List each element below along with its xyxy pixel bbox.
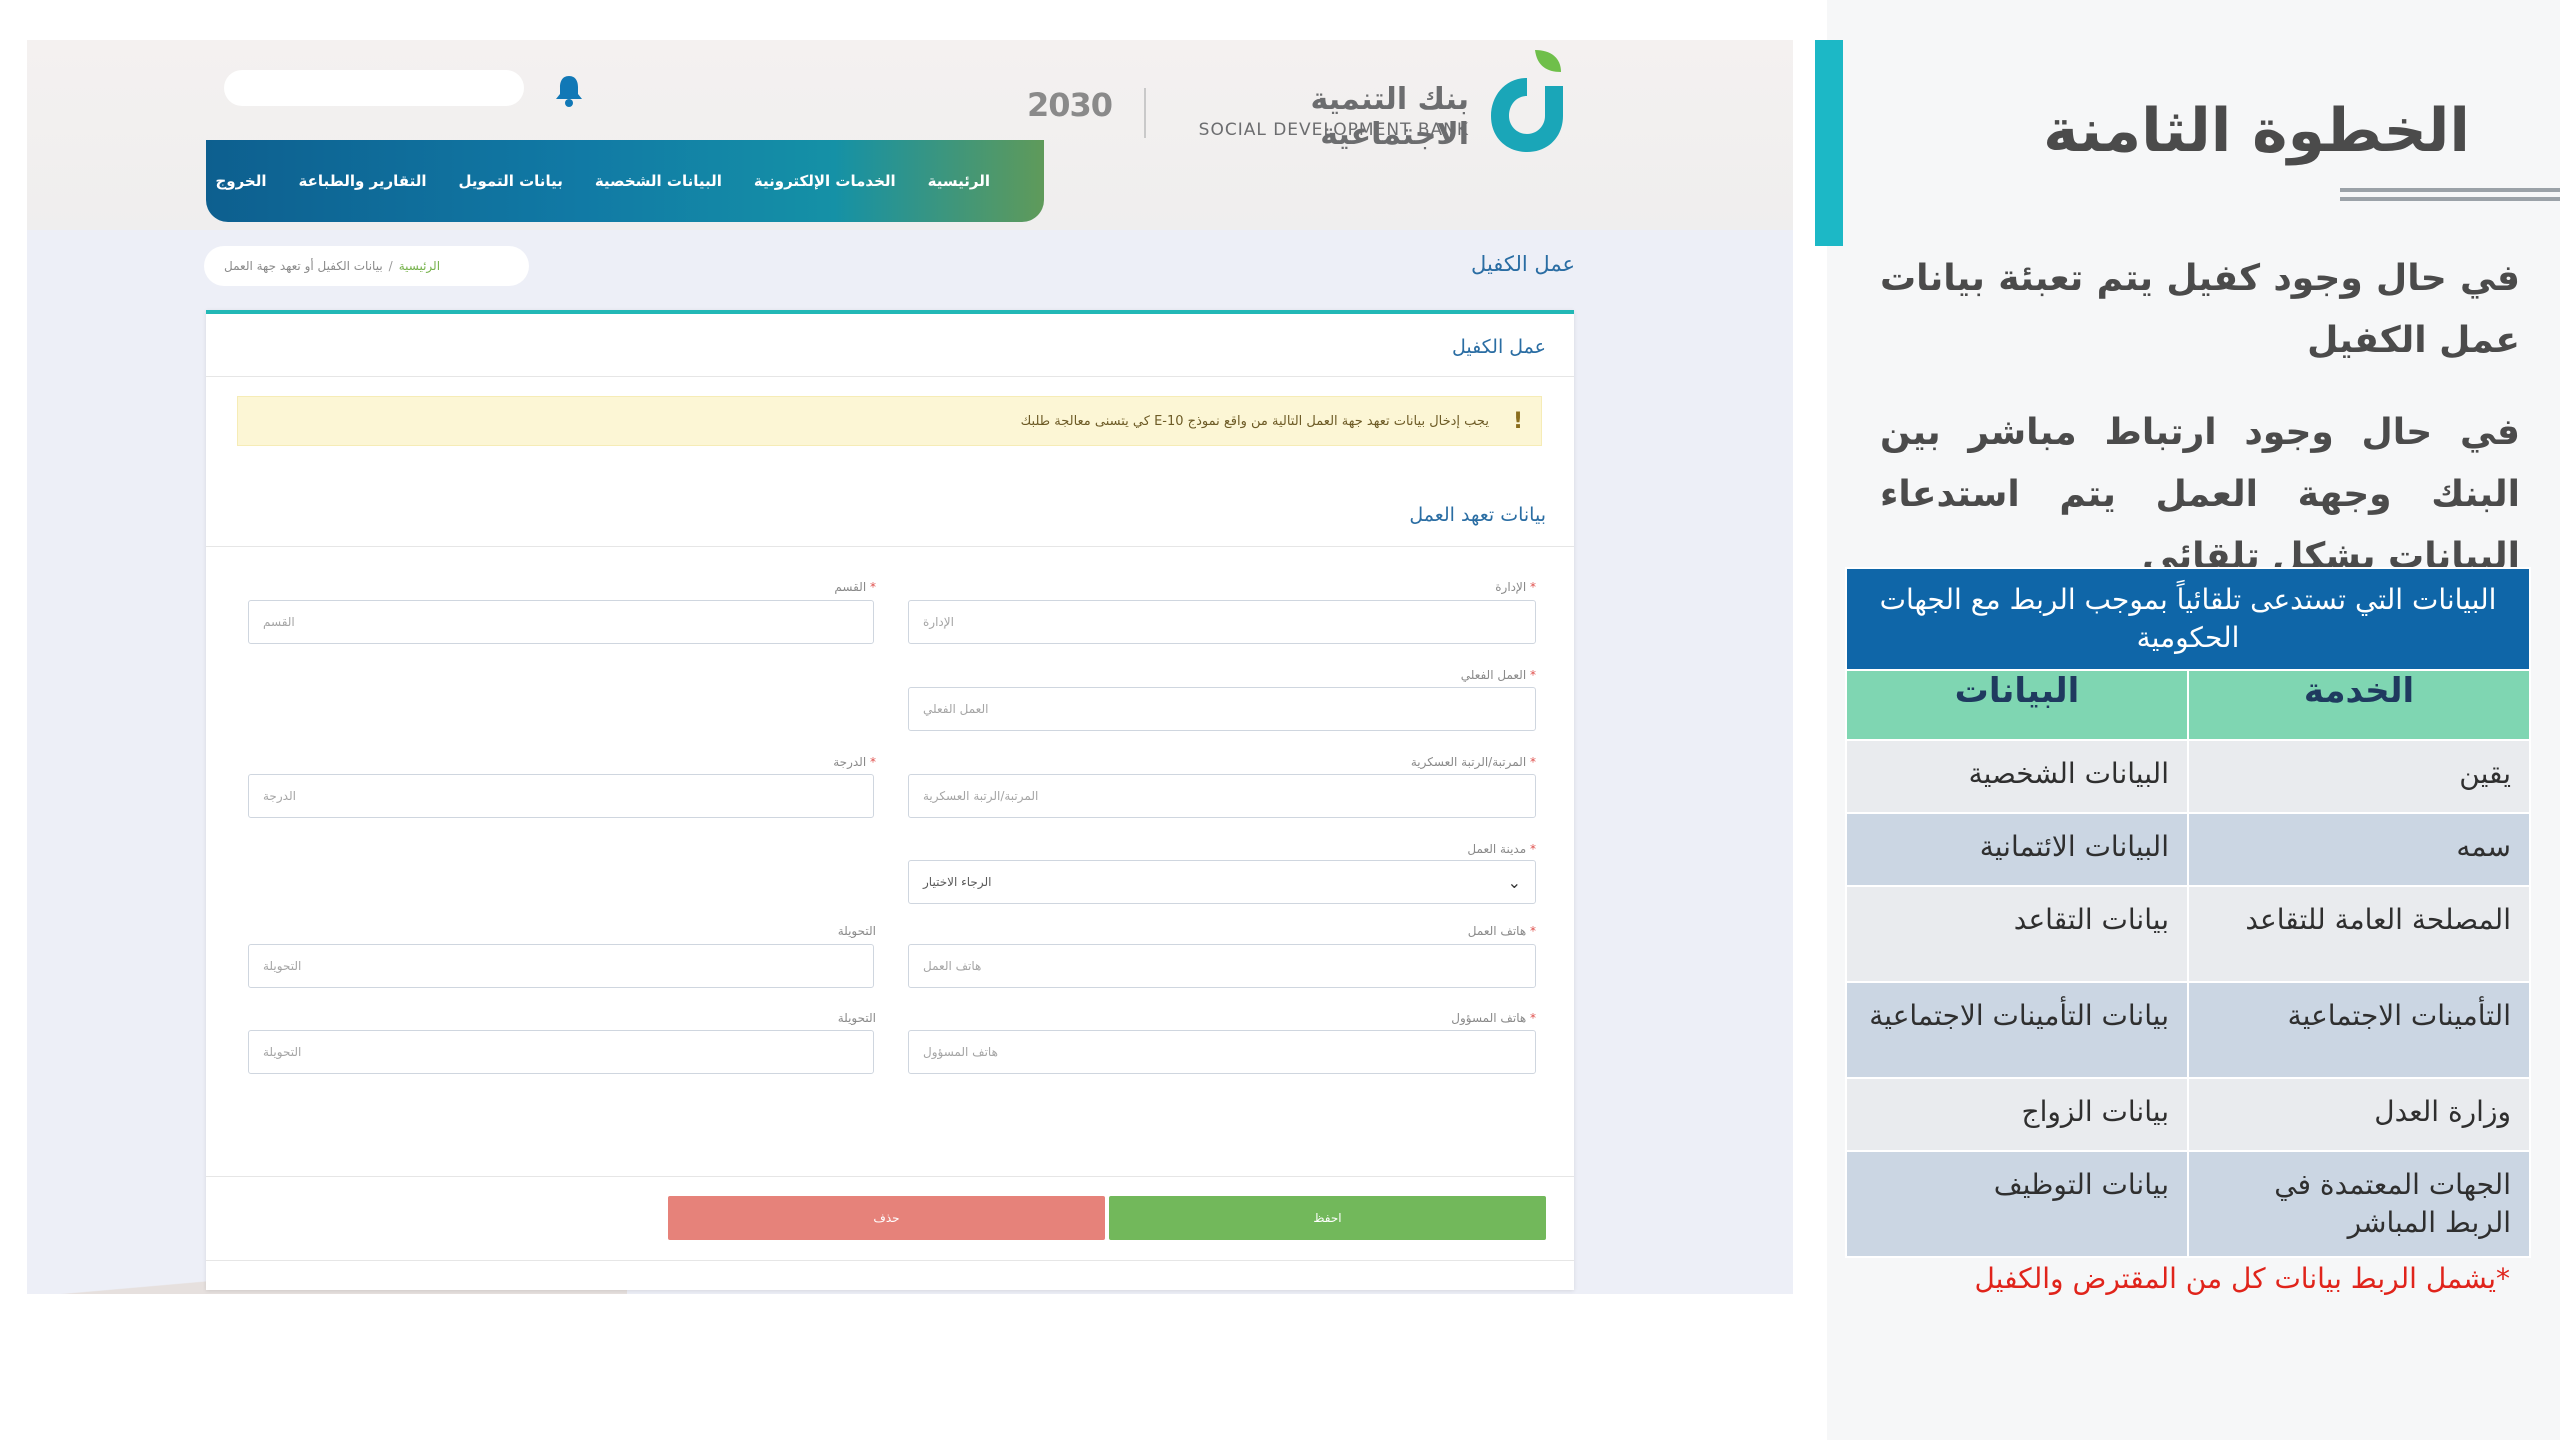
save-button[interactable]: احفظ: [1109, 1196, 1546, 1240]
nav-home[interactable]: الرئيسية: [927, 172, 990, 190]
column-header-service: الخدمة: [2187, 669, 2531, 741]
manager-phone-label: * هاتف المسؤول: [1451, 1011, 1536, 1025]
paragraph-auto-fetch: في حال وجود ارتباط مباشر بين البنك وجهة …: [1880, 412, 2520, 577]
service-cell: سمه: [2187, 812, 2531, 887]
table-row: سمه البيانات الائتمانية: [1845, 812, 2531, 887]
service-cell: المصلحة العامة للتقاعد: [2187, 885, 2531, 983]
work-phone-input[interactable]: هاتف العمل: [908, 944, 1536, 988]
work-city-value: الرجاء الاختيار: [923, 875, 992, 889]
manager-ext-label: التحويلة: [837, 1011, 876, 1025]
accent-bar: [1815, 40, 1843, 246]
table-caption: البيانات التي تستدعى تلقائياً بموجب الرب…: [1845, 567, 2531, 671]
search-input[interactable]: [224, 70, 524, 106]
section-title: بيانات تعهد العمل: [1409, 504, 1546, 526]
nav-logout[interactable]: الخروج: [215, 172, 267, 190]
divider: [206, 1176, 1574, 1177]
exclamation-icon: !: [1512, 408, 1523, 434]
divider: [206, 1260, 1574, 1261]
integration-table: البيانات التي تستدعى تلقائياً بموجب الرب…: [1845, 567, 2531, 1258]
manager-phone-input[interactable]: هاتف المسؤول: [908, 1030, 1536, 1074]
alert-text: يجب إدخال بيانات تعهد جهة العمل التالية …: [1020, 413, 1489, 429]
section-label: * القسم: [834, 580, 876, 594]
divider: [206, 376, 1574, 377]
page-title: عمل الكفيل: [1471, 252, 1575, 276]
work-city-select[interactable]: الرجاء الاختيار ⌄: [908, 860, 1536, 904]
rank-input[interactable]: المرتبة/الرتبة العسكرية: [908, 774, 1536, 818]
bell-icon[interactable]: [552, 72, 586, 108]
work-ext-label: التحويلة: [837, 924, 876, 938]
table-row: المصلحة العامة للتقاعد بيانات التقاعد: [1845, 885, 2531, 983]
delete-button[interactable]: حذف: [668, 1196, 1105, 1240]
actual-work-label: * العمل الفعلي: [1460, 668, 1536, 682]
title-underline: [2340, 188, 2560, 192]
breadcrumb-current: بيانات الكفيل أو تعهد جهة العمل: [224, 259, 383, 273]
service-cell: الجهات المعتمدة في الربط المباشر: [2187, 1150, 2531, 1258]
bank-name-ar: بنك التنمية الاجتماعية: [1310, 82, 1469, 152]
section-input[interactable]: القسم: [248, 600, 874, 644]
step-title: الخطوة الثامنة: [2043, 96, 2470, 166]
work-city-label: * مدينة العمل: [1467, 842, 1536, 856]
divider: [206, 546, 1574, 547]
table-row: يقين البيانات الشخصية: [1845, 739, 2531, 814]
data-cell: البيانات الائتمانية: [1845, 812, 2189, 887]
grade-input[interactable]: الدرجة: [248, 774, 874, 818]
service-cell: التأمينات الاجتماعية: [2187, 981, 2531, 1079]
paragraph-guarantor: في حال وجود كفيل يتم تعبئة بيانات عمل ال…: [1880, 258, 2520, 361]
table-row: وزارة العدل بيانات الزواج: [1845, 1077, 2531, 1152]
department-label: * الإدارة: [1495, 580, 1536, 594]
actual-work-input[interactable]: العمل الفعلي: [908, 687, 1536, 731]
nav-personal-data[interactable]: البيانات الشخصية: [594, 172, 722, 190]
data-cell: بيانات الزواج: [1845, 1077, 2189, 1152]
grade-label: * الدرجة: [833, 755, 876, 769]
data-cell: بيانات التوظيف: [1845, 1150, 2189, 1258]
vision-text: 2030: [1027, 86, 1113, 124]
nav-financing-data[interactable]: بيانات التمويل: [458, 172, 563, 190]
manager-ext-input[interactable]: التحويلة: [248, 1030, 874, 1074]
main-nav: الرئيسية الخدمات الإلكترونية البيانات ال…: [206, 140, 1044, 222]
nav-reports[interactable]: التقارير والطباعة: [298, 172, 427, 190]
chevron-down-icon: ⌄: [1507, 872, 1521, 892]
sdb-logo-icon: [1491, 50, 1563, 152]
app-screenshot: بنك التنمية الاجتماعية SOCIAL DEVELOPMEN…: [27, 40, 1793, 1294]
nav-eservices[interactable]: الخدمات الإلكترونية: [753, 172, 896, 190]
data-cell: البيانات الشخصية: [1845, 739, 2189, 814]
work-phone-label: * هاتف العمل: [1467, 924, 1536, 938]
data-cell: بيانات التقاعد: [1845, 885, 2189, 983]
data-cell: بيانات التأمينات الاجتماعية: [1845, 981, 2189, 1079]
service-cell: يقين: [2187, 739, 2531, 814]
footnote: *يشمل الربط بيانات كل من المقترض والكفيل: [1974, 1262, 2510, 1295]
column-header-data: البيانات: [1845, 669, 2189, 741]
form-card: عمل الكفيل ! يجب إدخال بيانات تعهد جهة ا…: [206, 310, 1574, 1290]
table-row: الجهات المعتمدة في الربط المباشر بيانات …: [1845, 1150, 2531, 1258]
table-row: التأمينات الاجتماعية بيانات التأمينات ال…: [1845, 981, 2531, 1079]
header-divider: [1144, 88, 1146, 138]
bank-name-en: SOCIAL DEVELOPMENT BANK: [1198, 120, 1469, 140]
service-cell: وزارة العدل: [2187, 1077, 2531, 1152]
warning-alert: ! يجب إدخال بيانات تعهد جهة العمل التالي…: [237, 396, 1542, 446]
vision-2030-logo: 2030: [1027, 86, 1127, 136]
work-ext-input[interactable]: التحويلة: [248, 944, 874, 988]
rank-label: * المرتبة/الرتبة العسكرية: [1410, 755, 1536, 769]
breadcrumb-home-link[interactable]: الرئيسية: [398, 259, 441, 273]
department-input[interactable]: الإدارة: [908, 600, 1536, 644]
card-title: عمل الكفيل: [1451, 336, 1546, 358]
title-underline: [2340, 197, 2560, 201]
breadcrumb: الرئيسية / بيانات الكفيل أو تعهد جهة الع…: [204, 246, 529, 286]
breadcrumb-separator: /: [388, 259, 393, 273]
